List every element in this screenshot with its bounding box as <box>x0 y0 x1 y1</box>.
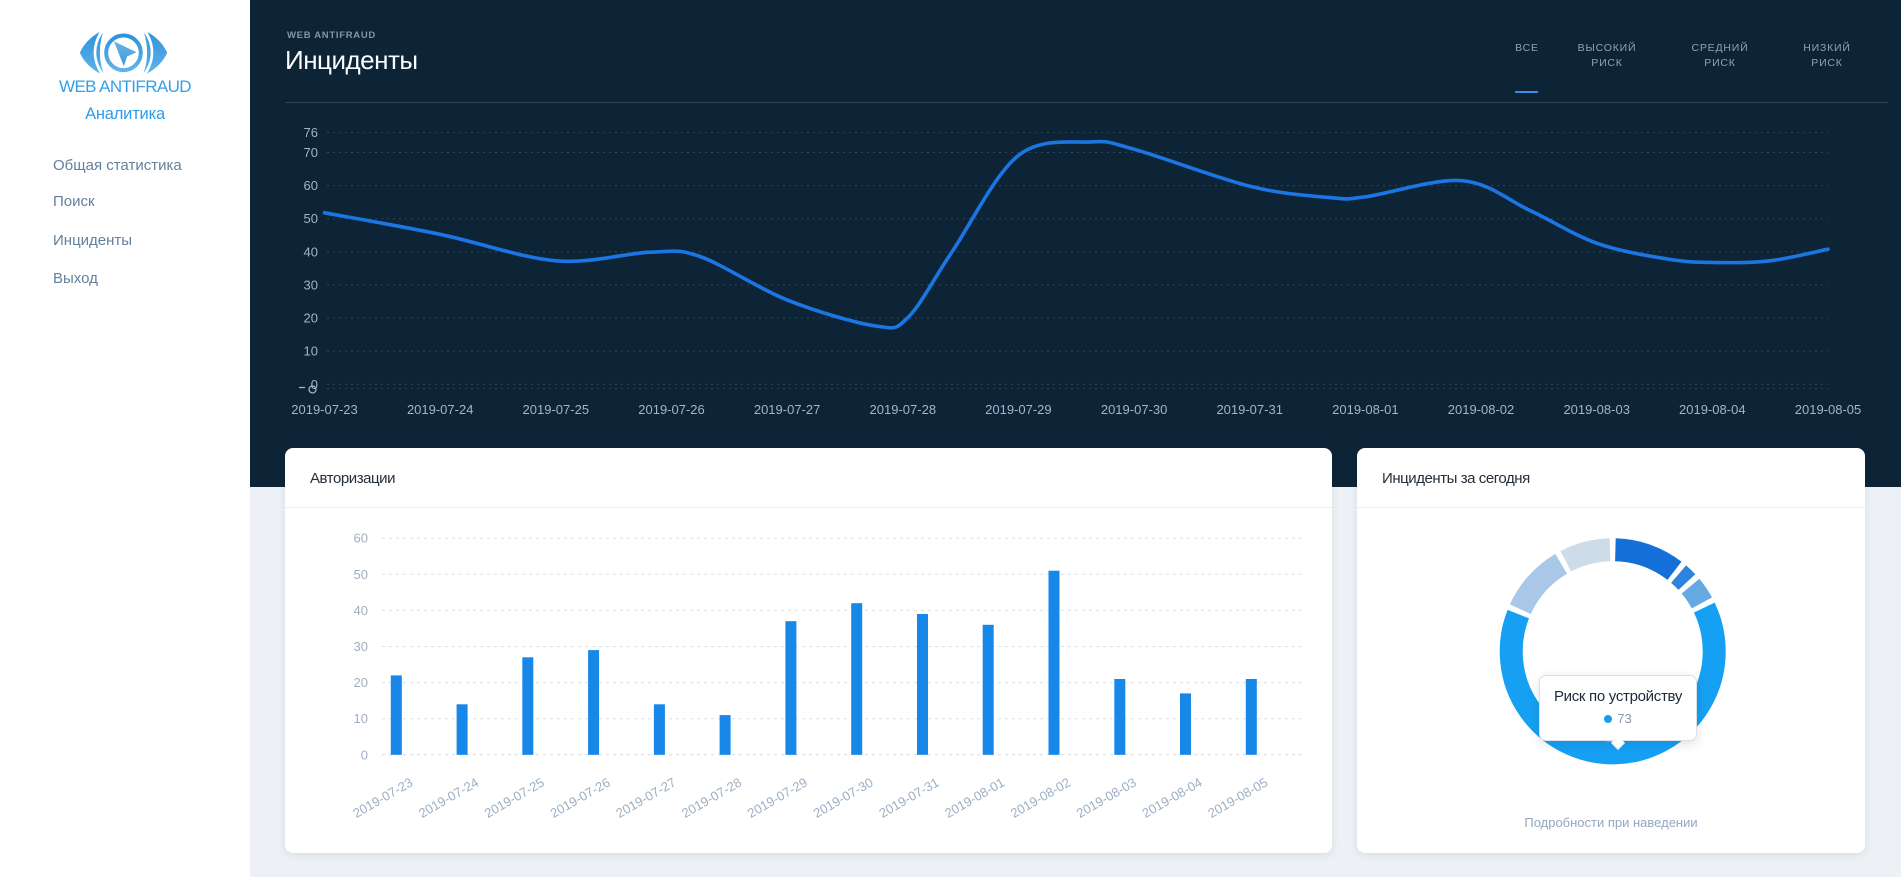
svg-text:50: 50 <box>354 567 368 582</box>
svg-text:2019-07-24: 2019-07-24 <box>407 402 474 417</box>
svg-text:70: 70 <box>304 145 318 160</box>
svg-text:2019-07-25: 2019-07-25 <box>482 775 547 821</box>
svg-text:2019-07-29: 2019-07-29 <box>745 775 810 821</box>
svg-text:2019-07-27: 2019-07-27 <box>613 775 678 821</box>
svg-text:2019-07-24: 2019-07-24 <box>416 775 481 821</box>
svg-text:2019-07-31: 2019-07-31 <box>1216 402 1283 417</box>
svg-text:76: 76 <box>304 125 318 140</box>
svg-text:2019-08-02: 2019-08-02 <box>1448 402 1515 417</box>
svg-text:20: 20 <box>354 675 368 690</box>
svg-text:2019-07-30: 2019-07-30 <box>811 775 876 821</box>
svg-text:60: 60 <box>304 178 318 193</box>
svg-text:2019-08-04: 2019-08-04 <box>1139 775 1204 821</box>
svg-text:60: 60 <box>354 531 368 546</box>
svg-text:2019-07-29: 2019-07-29 <box>985 402 1052 417</box>
svg-text:2019-07-26: 2019-07-26 <box>638 402 705 417</box>
svg-text:30: 30 <box>304 277 318 292</box>
svg-text:2019-08-02: 2019-08-02 <box>1008 775 1073 821</box>
svg-text:30: 30 <box>354 639 368 654</box>
svg-text:2019-08-04: 2019-08-04 <box>1679 402 1746 417</box>
svg-text:50: 50 <box>304 211 318 226</box>
svg-text:2019-07-31: 2019-07-31 <box>876 775 941 821</box>
svg-text:2019-08-03: 2019-08-03 <box>1074 775 1139 821</box>
svg-text:2019-08-05: 2019-08-05 <box>1205 775 1270 821</box>
svg-text:10: 10 <box>304 344 318 359</box>
svg-text:2019-07-26: 2019-07-26 <box>548 775 613 821</box>
svg-text:2019-07-28: 2019-07-28 <box>679 775 744 821</box>
svg-text:0: 0 <box>361 747 368 762</box>
svg-text:0: 0 <box>311 377 318 392</box>
svg-text:2019-08-01: 2019-08-01 <box>942 775 1007 821</box>
svg-text:2019-07-25: 2019-07-25 <box>523 402 590 417</box>
svg-text:2019-07-30: 2019-07-30 <box>1101 402 1168 417</box>
svg-text:2019-08-01: 2019-08-01 <box>1332 402 1399 417</box>
svg-text:2019-07-27: 2019-07-27 <box>754 402 821 417</box>
svg-text:20: 20 <box>304 311 318 326</box>
svg-text:2019-08-03: 2019-08-03 <box>1563 402 1630 417</box>
svg-text:40: 40 <box>304 244 318 259</box>
svg-text:40: 40 <box>354 603 368 618</box>
svg-text:2019-07-23: 2019-07-23 <box>291 402 358 417</box>
svg-text:2019-08-05: 2019-08-05 <box>1795 402 1862 417</box>
svg-text:2019-07-28: 2019-07-28 <box>870 402 937 417</box>
svg-text:2019-07-23: 2019-07-23 <box>350 775 415 821</box>
svg-text:10: 10 <box>354 711 368 726</box>
